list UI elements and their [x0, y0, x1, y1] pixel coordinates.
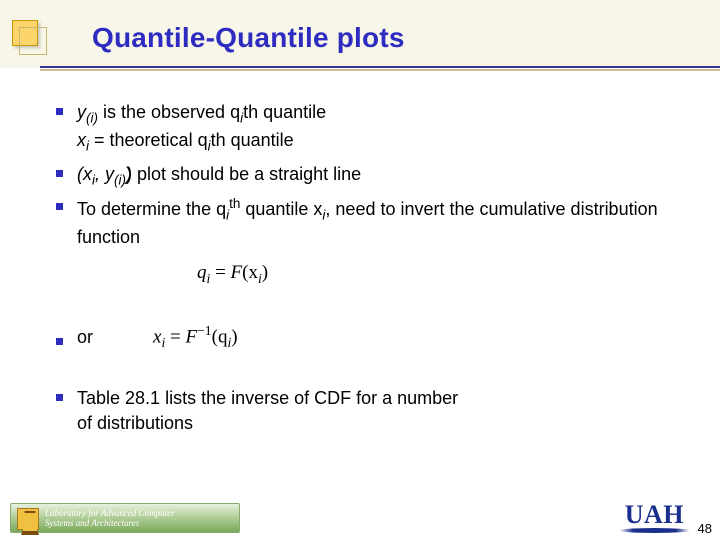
b2-b: , y	[95, 164, 114, 184]
lab-text: Laboratory for Advanced Computer Systems…	[45, 508, 175, 529]
formula-1: qi = F(xi)	[197, 260, 268, 288]
bullet-2-text: (xi, y(i))) plot should be a straight li…	[77, 162, 361, 190]
f2-eq: =	[165, 326, 185, 347]
f2-close: )	[231, 326, 237, 347]
bullet-icon	[56, 203, 63, 210]
lab-icon	[17, 508, 39, 530]
lab-line2: Systems and Architectures	[45, 518, 175, 528]
b1-y: y	[77, 102, 86, 122]
f1-F: F	[231, 262, 243, 283]
bullet-icon	[56, 394, 63, 401]
content-area: y(i) is the observed qith quantile xi = …	[56, 100, 690, 441]
bullet-icon	[56, 108, 63, 115]
b2-c: ) plot should be a straight line	[126, 164, 361, 184]
bullet-3-text: To determine the qith quantile xi, need …	[77, 195, 690, 249]
bullet-2: (xi, y(i))) plot should be a straight li…	[56, 162, 690, 190]
b3-th: th	[229, 196, 240, 211]
f1-q: q	[197, 262, 207, 283]
f2-paren: (q	[212, 326, 228, 347]
bullet-4: or xi = F−1(qi)	[56, 322, 690, 353]
f2-F: F	[185, 326, 197, 347]
bullet-5: Table 28.1 lists the inverse of CDF for …	[56, 386, 466, 435]
uah-text: UAH	[625, 500, 684, 529]
footer: Laboratory for Advanced Computer Systems…	[0, 498, 720, 540]
f2-sup: −1	[197, 323, 212, 338]
slide-title: Quantile-Quantile plots	[92, 22, 405, 54]
b1-sub1: (i)	[86, 111, 98, 126]
slide: Quantile-Quantile plots y(i) is the obse…	[0, 0, 720, 540]
b1l2-end: th quantile	[211, 130, 294, 150]
f1-close: )	[262, 262, 268, 283]
b1-mid: is the observed q	[98, 102, 240, 122]
b1l2-mid: = theoretical q	[89, 130, 208, 150]
uah-logo: UAH	[625, 500, 684, 530]
corner-decor-icon	[12, 20, 38, 46]
bullet-3: To determine the qith quantile xi, need …	[56, 195, 690, 249]
f1-paren: (x	[242, 262, 258, 283]
bullet-4-text: or	[77, 325, 93, 349]
b2-sub2: (i)	[114, 172, 126, 187]
divider-dark	[40, 66, 720, 68]
b1l2-x: x	[77, 130, 86, 150]
bullet-1-text: y(i) is the observed qith quantile xi = …	[77, 100, 326, 156]
f1-eq: =	[210, 262, 230, 283]
bullet-icon	[56, 170, 63, 177]
lab-badge: Laboratory for Advanced Computer Systems…	[10, 503, 240, 533]
b1-end: th quantile	[243, 102, 326, 122]
bullet-icon	[56, 338, 63, 345]
lab-line1: Laboratory for Advanced Computer	[45, 508, 175, 518]
page-number: 48	[698, 521, 712, 536]
b3-a: To determine the q	[77, 199, 226, 219]
formula-2: xi = F−1(qi)	[153, 322, 238, 353]
formula-1-row: qi = F(xi)	[56, 260, 690, 288]
bullet-1: y(i) is the observed qith quantile xi = …	[56, 100, 690, 156]
b2-a: (x	[77, 164, 92, 184]
b3-c: quantile x	[240, 199, 322, 219]
divider-light	[40, 69, 720, 71]
uah-swoosh-icon	[619, 528, 690, 533]
bullet-5-text: Table 28.1 lists the inverse of CDF for …	[77, 386, 466, 435]
